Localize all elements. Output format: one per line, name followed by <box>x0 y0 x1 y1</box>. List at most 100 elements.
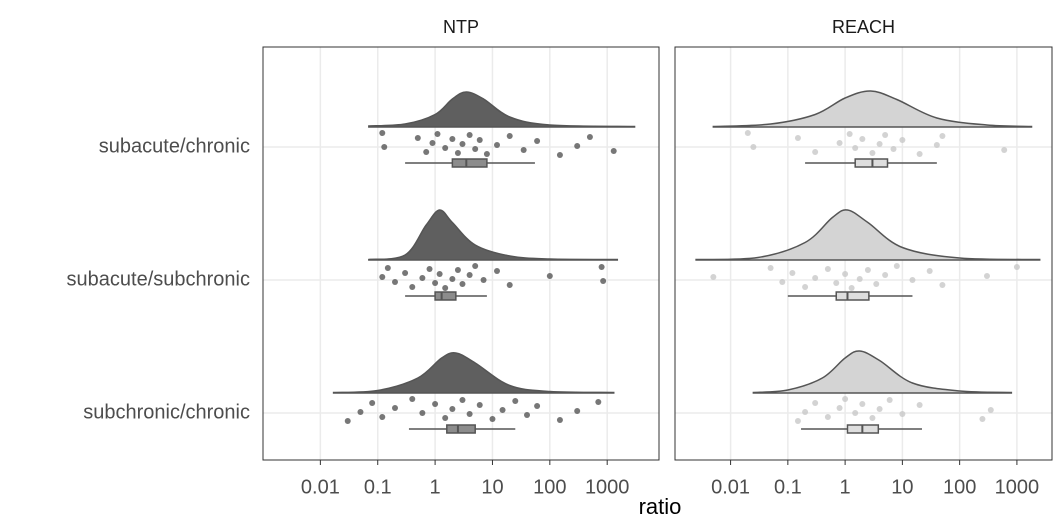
density <box>368 209 619 261</box>
point <box>586 134 593 140</box>
point <box>574 408 581 414</box>
point <box>812 275 819 281</box>
point <box>494 142 501 148</box>
point <box>414 135 421 141</box>
point <box>595 399 602 405</box>
point <box>899 137 906 143</box>
point <box>610 148 617 154</box>
point <box>466 272 473 278</box>
point <box>899 411 906 417</box>
point <box>392 405 398 411</box>
point <box>384 265 391 271</box>
point <box>381 144 388 150</box>
point <box>856 276 863 282</box>
point <box>432 280 439 286</box>
point <box>833 280 840 286</box>
point <box>506 133 513 139</box>
point <box>556 152 563 158</box>
point <box>476 137 483 143</box>
point <box>432 401 439 407</box>
point <box>454 150 461 156</box>
point <box>802 409 809 415</box>
point <box>846 131 853 137</box>
point <box>836 140 843 146</box>
point <box>459 397 466 403</box>
point <box>876 406 883 412</box>
point <box>979 416 986 422</box>
point <box>499 407 506 413</box>
point <box>824 266 831 272</box>
panel-border <box>262 46 660 461</box>
point <box>598 264 605 270</box>
x-tick-label: 100 <box>533 476 566 498</box>
point <box>864 267 871 273</box>
point <box>524 412 530 418</box>
point <box>546 273 553 279</box>
point <box>767 265 774 271</box>
point <box>442 145 449 151</box>
box <box>434 291 457 301</box>
x-tick-label: 100 <box>943 476 976 498</box>
point <box>489 416 496 422</box>
point <box>449 136 456 142</box>
point <box>423 149 430 155</box>
point <box>812 149 819 155</box>
x-tick-label: 0.01 <box>711 476 750 498</box>
point <box>480 277 487 283</box>
point <box>750 144 757 150</box>
density <box>712 90 1033 128</box>
point <box>466 132 473 138</box>
strip-title: REACH <box>832 17 895 37</box>
point <box>436 271 443 277</box>
point <box>357 409 364 415</box>
box <box>451 158 488 168</box>
point <box>472 263 479 269</box>
point <box>409 284 416 290</box>
point <box>600 278 607 284</box>
point <box>459 281 466 287</box>
point <box>869 415 876 421</box>
category-label: subacute/subchronic <box>67 268 250 290</box>
point <box>556 417 563 423</box>
point <box>779 279 786 285</box>
point <box>379 130 386 136</box>
point <box>506 282 513 288</box>
point <box>534 138 541 144</box>
x-tick-label: 10 <box>891 476 913 498</box>
density <box>695 209 1041 261</box>
x-tick-label: 1 <box>430 476 441 498</box>
point <box>402 270 409 276</box>
point <box>574 143 581 149</box>
box <box>446 424 476 434</box>
point <box>379 274 386 280</box>
category-label: subchronic/chronic <box>83 401 250 423</box>
point <box>939 133 946 139</box>
point <box>882 132 889 138</box>
box <box>854 158 889 168</box>
box <box>835 291 870 301</box>
point <box>442 285 449 291</box>
point <box>933 142 940 148</box>
point <box>852 145 859 151</box>
density <box>368 91 636 128</box>
point <box>886 397 893 403</box>
strip-title: NTP <box>443 17 479 37</box>
point <box>459 141 466 147</box>
point <box>434 131 441 137</box>
point <box>909 277 916 283</box>
point <box>466 411 473 417</box>
point <box>419 275 426 281</box>
point <box>494 268 501 274</box>
x-tick-label: 0.1 <box>364 476 392 498</box>
x-tick-label: 1000 <box>585 476 630 498</box>
point <box>802 284 809 290</box>
x-tick-label: 1000 <box>995 476 1040 498</box>
x-tick-label: 1 <box>840 476 851 498</box>
point <box>472 146 479 152</box>
point <box>987 407 994 413</box>
point <box>454 267 461 273</box>
point <box>449 406 456 412</box>
point <box>534 403 541 409</box>
point <box>344 418 351 424</box>
